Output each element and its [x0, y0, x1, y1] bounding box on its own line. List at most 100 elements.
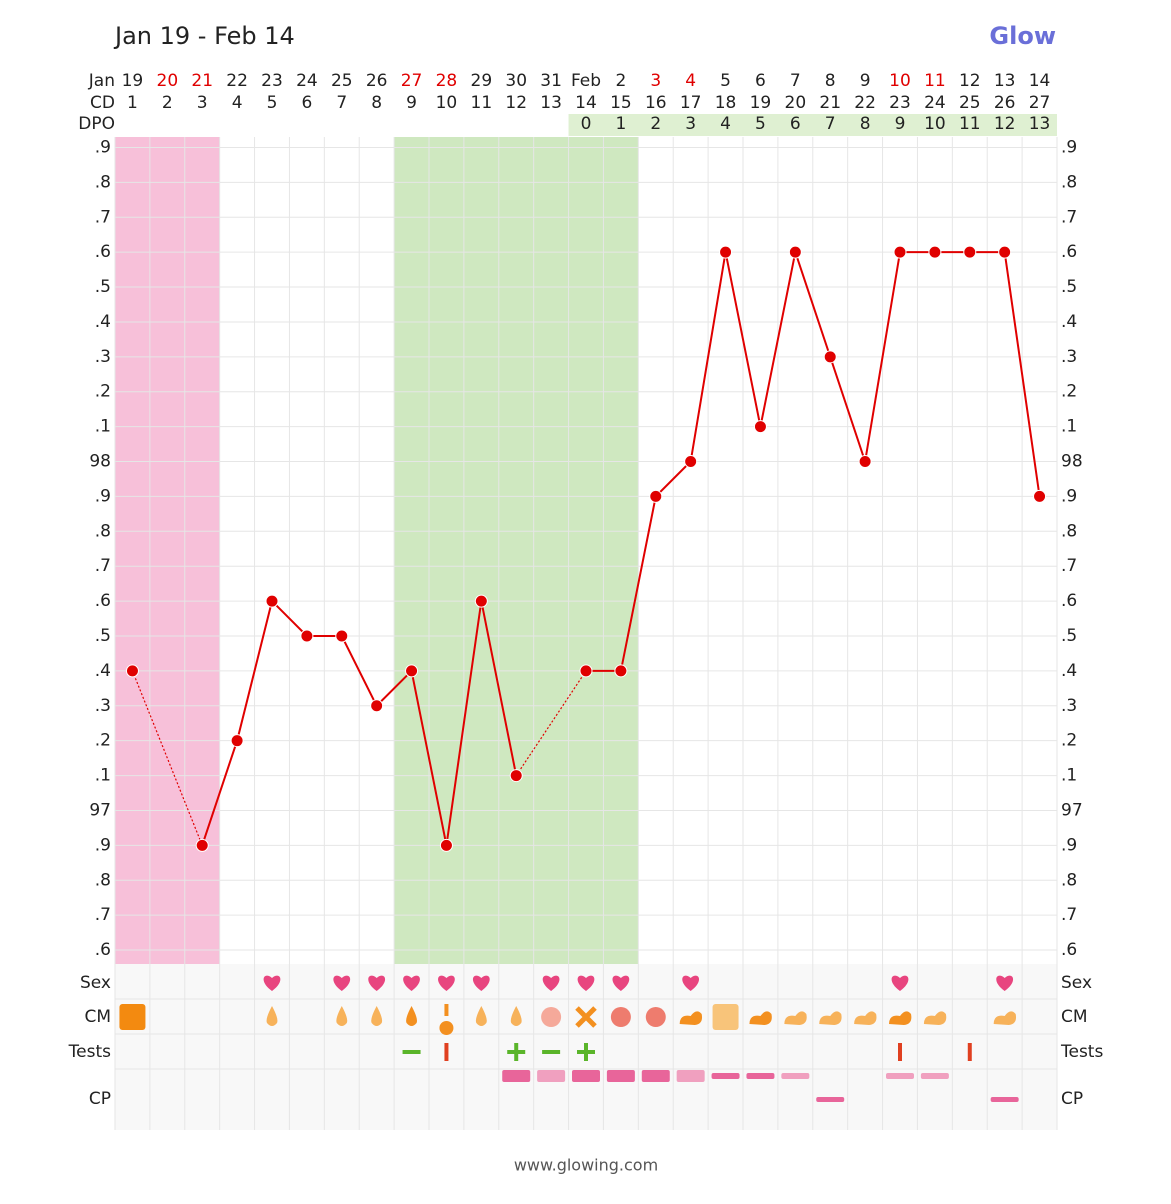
cm-icon: [541, 1007, 562, 1027]
date-label: 3: [650, 71, 661, 91]
date-label: 21: [191, 71, 213, 91]
fertile-band: [394, 137, 639, 964]
row-label: Tests: [1060, 1042, 1103, 1062]
row-label: Jan: [88, 71, 115, 91]
y-tick-label: .9: [1061, 835, 1077, 855]
y-tick-label: .1: [95, 766, 111, 786]
cp-icon: [816, 1097, 845, 1102]
date-label: 22: [226, 71, 248, 91]
cm-icon: [439, 1004, 454, 1035]
y-tick-label: .9: [95, 137, 111, 157]
cp-icon: [572, 1070, 600, 1082]
sex-icon: [996, 975, 1014, 991]
sex-icon: [542, 975, 560, 991]
dpo-label: 4: [720, 114, 731, 134]
cm-icon: [784, 1011, 807, 1025]
row-label: Sex: [80, 973, 111, 993]
cd-label: 26: [994, 93, 1016, 113]
dpo-label: 13: [1029, 114, 1051, 134]
test-icon: [898, 1043, 902, 1061]
temp-point: [893, 245, 907, 259]
temp-point: [335, 629, 349, 643]
sex-icon: [577, 975, 595, 991]
y-tick-label: .6: [1061, 242, 1077, 262]
cm-icon: [712, 1004, 739, 1030]
y-tick-label: .6: [95, 591, 111, 611]
temp-point: [370, 699, 384, 713]
date-label: 28: [436, 71, 458, 91]
cm-icon: [993, 1011, 1017, 1025]
date-label: 24: [296, 71, 318, 91]
row-label: Tests: [68, 1042, 111, 1062]
y-tick-label: 98: [1061, 452, 1083, 472]
cd-label: 5: [267, 93, 278, 113]
y-tick-label: 97: [89, 800, 111, 820]
cd-label: 6: [301, 93, 312, 113]
cd-label: 24: [924, 93, 946, 113]
cp-icon: [641, 1070, 670, 1082]
cd-label: 27: [1029, 93, 1051, 113]
row-label: CD: [90, 93, 115, 113]
dpo-label: 11: [959, 114, 981, 134]
date-label: 30: [505, 71, 527, 91]
temp-point: [300, 629, 314, 643]
y-tick-label: .7: [1061, 905, 1077, 925]
date-label: 6: [755, 71, 766, 91]
dpo-label: 12: [994, 114, 1016, 134]
cm-icon: [475, 1006, 487, 1026]
temp-point: [998, 245, 1012, 259]
sex-icon: [472, 975, 490, 991]
y-tick-label: .8: [1061, 870, 1077, 890]
date-label: 23: [261, 71, 283, 91]
cm-icon: [119, 1004, 146, 1030]
y-tick-label: .8: [95, 172, 111, 192]
cp-icon: [781, 1073, 810, 1079]
dpo-label: 0: [581, 114, 592, 134]
y-tick-label: .7: [1061, 556, 1077, 576]
date-label: 31: [540, 71, 562, 91]
cm-icon: [336, 1006, 348, 1026]
cm-icon: [266, 1006, 278, 1026]
y-tick-label: .3: [95, 347, 111, 367]
cd-label: 15: [610, 93, 632, 113]
dpo-label: 1: [615, 114, 626, 134]
row-label: CM: [84, 1007, 111, 1027]
test-icon: [507, 1043, 526, 1061]
y-tick-label: .1: [1061, 766, 1077, 786]
y-tick-label: .9: [95, 835, 111, 855]
temp-point: [649, 489, 663, 503]
y-tick-label: .1: [1061, 417, 1077, 437]
cd-label: 3: [197, 93, 208, 113]
date-label: 9: [860, 71, 871, 91]
cp-icon: [746, 1073, 775, 1079]
dpo-label: 5: [755, 114, 766, 134]
cm-icon: [575, 1006, 597, 1028]
cd-label: 12: [505, 93, 527, 113]
temp-point: [509, 769, 523, 783]
temp-point: [614, 664, 628, 678]
temp-point: [1033, 489, 1047, 503]
sex-icon: [263, 975, 281, 991]
cp-icon: [502, 1070, 531, 1082]
temp-point: [265, 594, 279, 608]
cd-label: 1: [127, 93, 138, 113]
date-label: 5: [720, 71, 731, 91]
cp-icon: [920, 1073, 949, 1079]
temp-point: [579, 664, 593, 678]
cd-label: 8: [371, 93, 382, 113]
temp-point: [230, 734, 244, 748]
y-tick-label: 97: [1061, 800, 1083, 820]
y-tick-label: .4: [1061, 661, 1077, 681]
cm-icon: [923, 1011, 947, 1025]
date-label: 27: [401, 71, 423, 91]
y-tick-label: .2: [1061, 731, 1077, 751]
y-tick-label: .3: [95, 696, 111, 716]
date-label: 26: [366, 71, 388, 91]
temp-point: [719, 245, 733, 259]
date-label: 29: [471, 71, 493, 91]
y-tick-label: .9: [1061, 486, 1077, 506]
row-label: CM: [1061, 1007, 1088, 1027]
date-label: 13: [994, 71, 1016, 91]
dpo-label: 9: [895, 114, 906, 134]
date-label: 20: [157, 71, 179, 91]
